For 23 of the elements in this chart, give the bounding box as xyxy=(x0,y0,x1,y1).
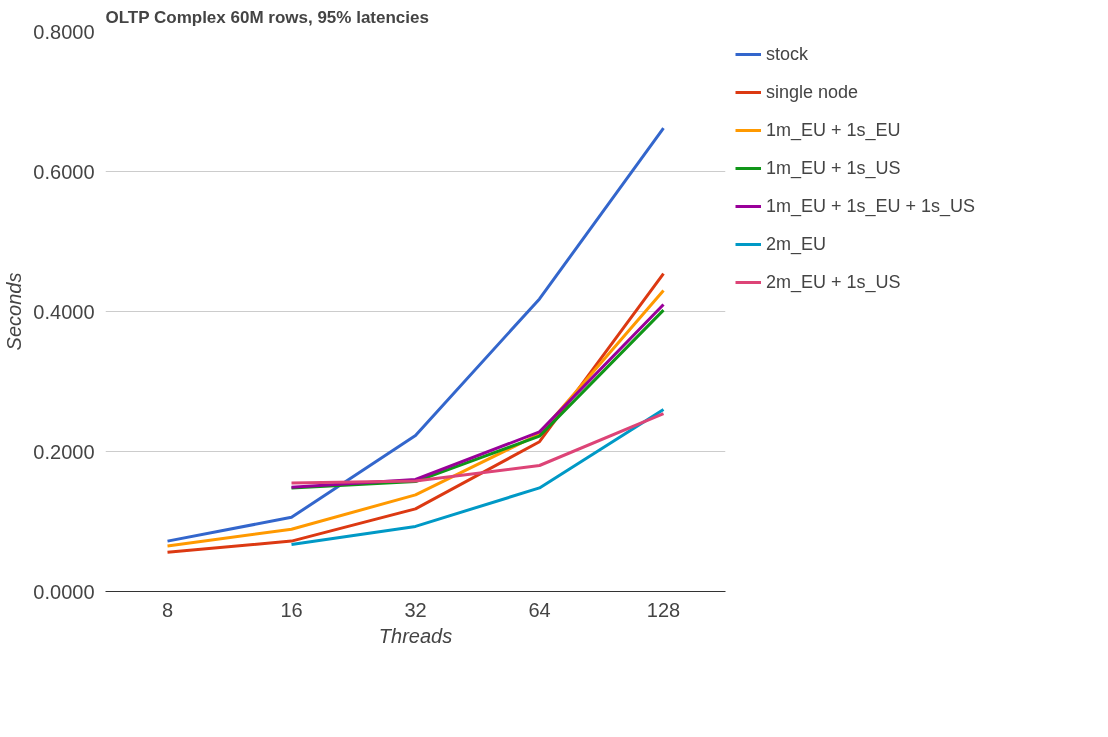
x-axis-title: Threads xyxy=(378,624,453,647)
y-tick-label: 0.6000 xyxy=(33,160,95,183)
legend-label: 1m_EU + 1s_EU + 1s_US xyxy=(766,195,976,217)
line-series xyxy=(166,126,665,543)
legend-label: 2m_EU + 1s_US xyxy=(766,271,901,293)
y-axis-title: Seconds xyxy=(3,272,26,351)
chart-title: OLTP Complex 60M rows, 95% latencies xyxy=(105,7,429,27)
line-series xyxy=(290,412,665,485)
legend-label: 1m_EU + 1s_US xyxy=(766,157,901,179)
legend-label: single node xyxy=(766,81,859,103)
legend-label: 1m_EU + 1s_EU xyxy=(766,119,901,141)
y-tick-label: 0.4000 xyxy=(33,300,95,323)
x-tick-label: 32 xyxy=(404,598,427,621)
y-tick-label: 0.2000 xyxy=(33,440,95,463)
x-tick-label: 16 xyxy=(280,598,303,621)
legend-label: 2m_EU xyxy=(766,233,827,255)
x-tick-label: 128 xyxy=(646,598,681,621)
x-tick-label: 64 xyxy=(528,598,551,621)
line-series xyxy=(290,408,665,547)
y-tick-label: 0.8000 xyxy=(33,20,95,43)
x-tick-label: 8 xyxy=(161,598,174,621)
y-tick-label: 0.0000 xyxy=(33,580,95,603)
legend-label: stock xyxy=(766,43,809,65)
